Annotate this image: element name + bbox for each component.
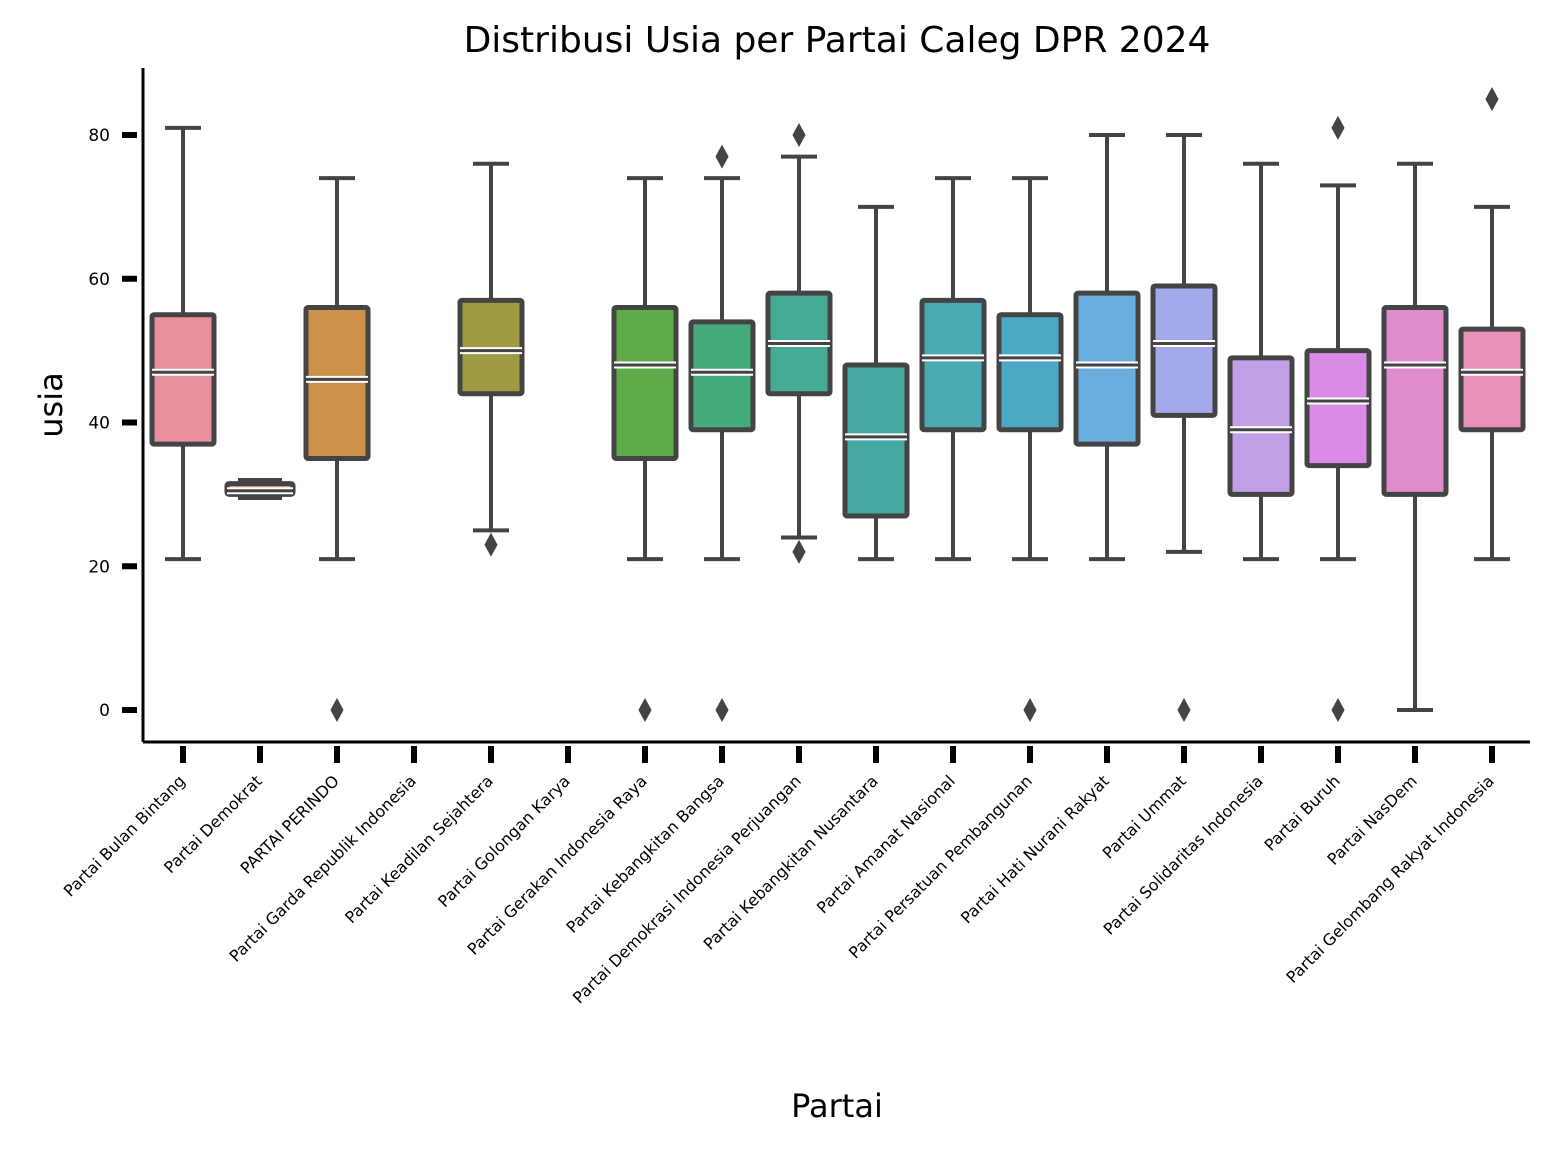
x-tick-label: Partai Bulan Bintang: [60, 771, 189, 900]
y-tick-label: 80: [88, 126, 110, 146]
outlier-point: [715, 697, 729, 723]
box-iqr: [303, 305, 371, 461]
x-tick-label: Partai Hati Nurani Rakyat: [957, 771, 1113, 927]
chart-title: Distribusi Usia per Partai Caleg DPR 202…: [464, 20, 1211, 61]
box-iqr: [1150, 283, 1218, 418]
box-iqr: [1304, 348, 1372, 469]
y-axis-label: usia: [32, 372, 70, 437]
box-iqr: [1458, 326, 1526, 433]
outlier-point: [792, 122, 806, 148]
outlier-point: [1331, 697, 1345, 723]
outlier-point: [638, 697, 652, 723]
box-iqr: [688, 319, 756, 433]
box-iqr: [611, 305, 679, 461]
x-tick-label: Partai Keadilan Sejahtera: [341, 771, 497, 927]
box-iqr: [842, 362, 910, 519]
outlier-point: [330, 697, 344, 723]
outlier-point: [1023, 697, 1037, 723]
outlier-point: [1485, 87, 1499, 112]
box-iqr: [1381, 305, 1449, 497]
box-iqr: [919, 297, 987, 433]
x-axis-label: Partai: [791, 1087, 883, 1125]
box-iqr: [149, 312, 217, 447]
x-tick-label: Partai Amanat Nasional: [813, 771, 959, 917]
outlier-point: [1331, 115, 1345, 140]
y-tick-label: 60: [88, 270, 110, 290]
x-tick-label: Partai Buruh: [1260, 771, 1343, 854]
y-tick-label: 40: [88, 414, 110, 434]
y-tick-label: 20: [88, 557, 110, 577]
outlier-point: [484, 532, 498, 557]
outlier-point: [792, 539, 806, 564]
box-iqr: [457, 297, 525, 397]
x-tick-label: Partai Kebangkitan Bangsa: [562, 771, 727, 936]
box-iqr: [996, 312, 1064, 433]
outlier-point: [715, 144, 729, 169]
x-tick-label: Partai Golongan Karya: [434, 771, 574, 911]
outlier-point: [1177, 697, 1191, 723]
y-tick-label: 0: [99, 701, 110, 721]
x-tick-label: Partai Solidaritas Indonesia: [1100, 771, 1267, 938]
box-iqr: [1073, 290, 1141, 447]
box-iqr: [1227, 355, 1295, 497]
